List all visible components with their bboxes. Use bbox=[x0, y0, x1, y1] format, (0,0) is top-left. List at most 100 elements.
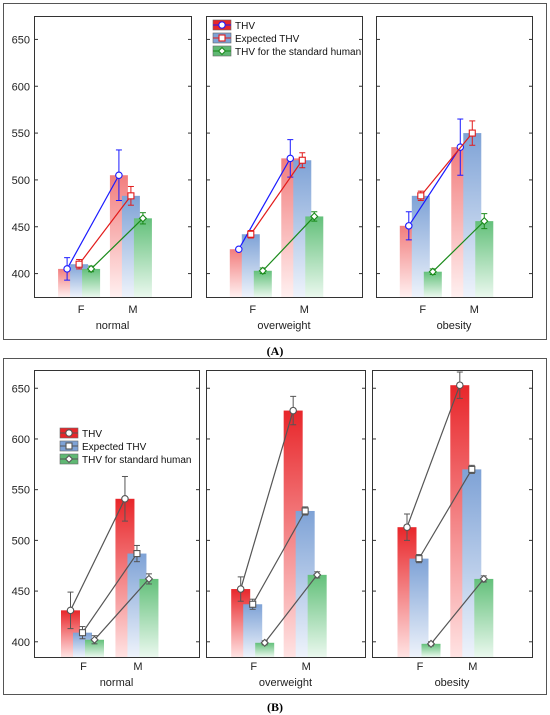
bar bbox=[85, 639, 104, 657]
data-point bbox=[260, 638, 269, 647]
x-tick-label: M bbox=[133, 661, 142, 673]
series-line bbox=[406, 385, 461, 528]
group-label: normal bbox=[100, 677, 134, 689]
bar bbox=[475, 221, 494, 297]
x-tick-label: M bbox=[128, 304, 137, 316]
data-point bbox=[479, 574, 488, 584]
x-tick-label: F bbox=[250, 661, 257, 673]
bar bbox=[255, 642, 275, 657]
data-point bbox=[144, 574, 154, 584]
x-tick-label: F bbox=[80, 661, 87, 673]
x-tick-label: F bbox=[419, 304, 426, 316]
x-tick-label: M bbox=[468, 661, 477, 673]
data-point bbox=[417, 192, 425, 200]
legend-label: Expected THV bbox=[82, 442, 147, 453]
data-point bbox=[312, 570, 322, 580]
data-point bbox=[426, 639, 436, 648]
data-point bbox=[138, 214, 148, 223]
legend-label: THV for the standard human bbox=[235, 47, 361, 58]
data-point bbox=[133, 550, 141, 558]
group-label: normal bbox=[96, 320, 130, 332]
data-point bbox=[286, 154, 295, 163]
data-point bbox=[66, 606, 75, 615]
data-point bbox=[63, 265, 71, 273]
series-line bbox=[252, 510, 306, 605]
x-tick-label: F bbox=[78, 304, 85, 316]
data-point bbox=[115, 171, 123, 179]
series-line bbox=[408, 146, 461, 227]
bar bbox=[253, 270, 272, 297]
x-tick-label: M bbox=[470, 304, 479, 316]
data-point bbox=[235, 245, 243, 253]
y-tick-label: 550 bbox=[12, 485, 30, 497]
series-line bbox=[82, 553, 138, 634]
data-point bbox=[468, 465, 476, 473]
y-tick-label: 550 bbox=[12, 128, 30, 140]
series-line bbox=[420, 132, 473, 197]
series-line bbox=[430, 578, 485, 645]
series-line bbox=[418, 469, 473, 559]
data-point bbox=[298, 156, 306, 164]
data-point bbox=[403, 523, 411, 531]
series-line bbox=[262, 216, 315, 272]
data-point bbox=[480, 216, 489, 226]
y-tick-label: 650 bbox=[12, 383, 30, 395]
caption-a: (A) bbox=[267, 344, 284, 358]
bar bbox=[82, 268, 101, 297]
bar bbox=[474, 578, 494, 657]
x-tick-label: M bbox=[300, 304, 309, 316]
data-point bbox=[310, 212, 319, 221]
legend-label: Expected THV bbox=[235, 34, 300, 45]
series-line bbox=[240, 410, 294, 590]
series-line bbox=[78, 195, 132, 265]
data-point bbox=[301, 507, 309, 515]
series-line bbox=[94, 578, 150, 641]
data-point bbox=[289, 406, 297, 415]
bar bbox=[133, 218, 152, 297]
y-tick-label: 650 bbox=[12, 34, 30, 46]
bar bbox=[307, 574, 327, 657]
legend-label: THV for standard human bbox=[82, 455, 192, 466]
bar bbox=[305, 216, 324, 297]
data-point bbox=[249, 600, 257, 608]
legend: THV Expected THV THV for standard human bbox=[59, 427, 192, 466]
data-point bbox=[258, 266, 267, 275]
series-line bbox=[264, 574, 318, 644]
data-point bbox=[90, 635, 99, 644]
y-tick-label: 450 bbox=[12, 222, 30, 234]
data-point bbox=[468, 129, 476, 137]
data-point bbox=[127, 192, 135, 200]
series-line bbox=[69, 498, 126, 611]
legend-marker bbox=[65, 429, 73, 437]
data-point bbox=[415, 555, 423, 563]
bar bbox=[421, 643, 441, 657]
series-line bbox=[250, 159, 303, 235]
bar bbox=[423, 271, 442, 297]
legend-label: THV bbox=[235, 21, 255, 32]
legend-marker bbox=[217, 46, 227, 56]
y-tick-label: 600 bbox=[12, 434, 30, 446]
caption-b: (B) bbox=[267, 700, 283, 714]
data-point bbox=[456, 381, 464, 389]
data-point bbox=[75, 260, 83, 268]
bar bbox=[139, 578, 159, 657]
data-point bbox=[405, 222, 413, 230]
legend-marker bbox=[218, 34, 226, 42]
data-point bbox=[121, 495, 129, 503]
y-tick-label: 400 bbox=[12, 637, 30, 649]
data-point bbox=[86, 264, 96, 274]
y-tick-label: 500 bbox=[12, 535, 30, 547]
frame-a bbox=[3, 3, 547, 340]
y-tick-label: 500 bbox=[12, 175, 30, 187]
legend-label: THV bbox=[82, 429, 102, 440]
frame-b bbox=[3, 358, 547, 695]
legend-marker bbox=[64, 454, 74, 464]
legend-marker bbox=[218, 21, 226, 29]
group-label: obesity bbox=[435, 677, 470, 689]
